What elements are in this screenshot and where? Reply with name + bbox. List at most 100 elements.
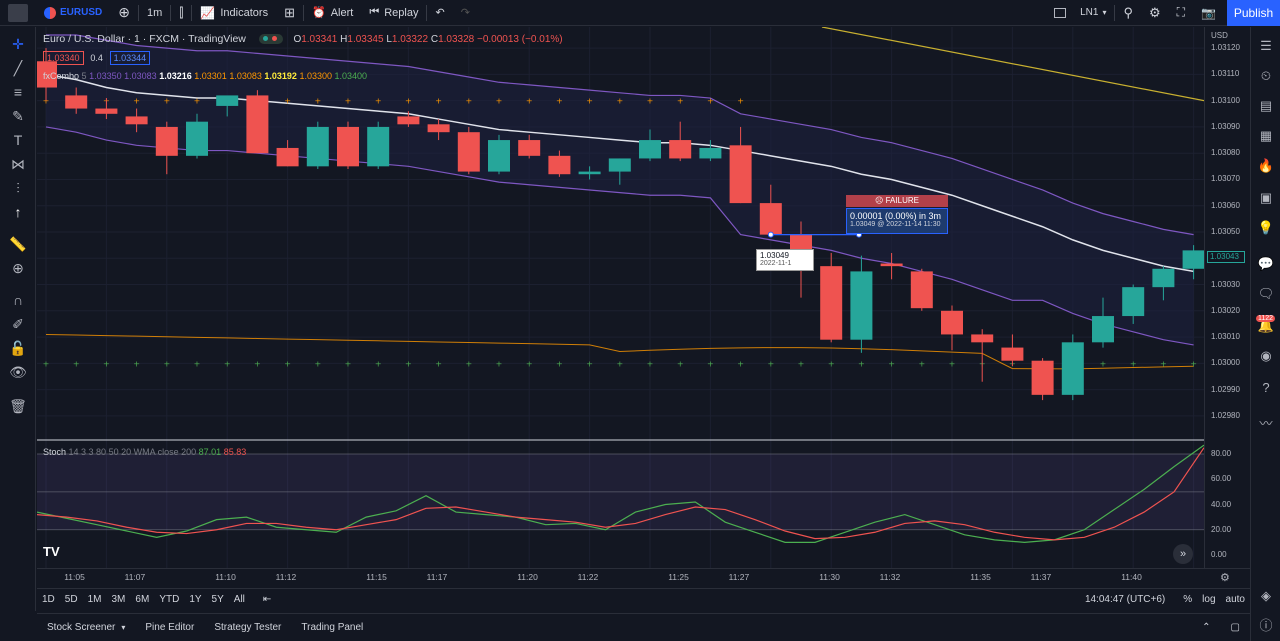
lock-icon[interactable]: 🔓 [9,340,27,356]
text-icon[interactable]: T [13,132,23,148]
auto-toggle[interactable]: auto [1225,594,1245,605]
candle-body [669,140,692,159]
help-circle-icon[interactable]: ⓘ [1259,618,1273,633]
price-axis[interactable]: USD 1.03120 1.03110 1.03100 1.03090 1.03080 1… [1204,27,1250,568]
tab-stock-screener[interactable]: Stock Screener ▾ [37,622,135,633]
chart-pane[interactable]: + + + + + + + + + + + + + + + + + + + + + + + + + + + + + + + + + + + + + + + +… [37,27,1204,568]
buy-button[interactable]: 1.03344 [109,51,151,65]
camera-icon: 📷 [1201,5,1216,20]
brush-icon[interactable]: ✎ [12,108,24,124]
support-marker: + [496,359,503,368]
gear-icon: ⚙ [1148,4,1161,20]
tradingview-logo: TV [43,544,60,559]
watchlist-icon[interactable]: ☰ [1260,38,1272,53]
support-marker: + [194,359,201,368]
chat-icon[interactable]: 💬 [1257,256,1275,271]
range-3m[interactable]: 3M [111,594,126,605]
fullscreen-button[interactable]: ⛶ [1169,0,1193,26]
candle-body [941,310,963,335]
start-point-box[interactable]: 1.03049 2022-11-1 [756,249,814,271]
tab-pine-editor[interactable]: Pine Editor [135,622,204,633]
indicator-legend[interactable]: fxCombo 5 1.03350 1.03083 1.03216 1.0330… [43,71,367,81]
pattern-icon[interactable]: ⋈ [11,156,25,172]
news-icon[interactable]: ▤ [1259,98,1273,113]
compare-button[interactable]: ⊕ [110,0,138,26]
broadcast-icon[interactable]: ◉ [1260,348,1272,363]
alert-button[interactable]: ⏰ Alert [304,0,361,26]
log-toggle[interactable]: log [1202,594,1216,605]
redo-button[interactable]: ↷ [453,0,478,26]
quick-search-button[interactable]: ⚲ [1115,0,1141,26]
interval-button[interactable]: 1m [139,0,170,26]
failure-label[interactable]: ☹ FAILURE [846,195,948,207]
crosshair-icon[interactable]: ✛ [12,36,24,52]
currency-label[interactable]: USD [1211,31,1228,40]
fib-icon[interactable]: ≡ [13,84,23,100]
ideas-bulb-icon[interactable]: 💡 [1257,220,1275,235]
support-marker: + [586,359,593,368]
ruler-icon[interactable]: 📏 [9,236,27,252]
low-value: 1.03322 [391,34,429,45]
range-1y[interactable]: 1Y [189,594,202,605]
measure-box[interactable]: 0.00001 (0.00%) in 3m 1.03049 @ 2022-11-… [846,208,948,234]
range-1d[interactable]: 1D [42,594,55,605]
help-icon[interactable]: ? [1262,380,1270,395]
fullscreen-icon: ⛶ [1176,5,1186,19]
range-5y[interactable]: 5Y [211,594,224,605]
clock-label[interactable]: 14:04:47 (UTC+6) [1084,594,1166,605]
tab-trading-panel[interactable]: Trading Panel [291,622,373,633]
settings-button[interactable]: ⚙ [1141,0,1169,26]
symbol-search-button[interactable]: EURUSD [36,0,110,26]
candle-body [971,334,994,343]
resistance-marker: + [677,97,684,106]
maximize-panel-button[interactable]: ▢ [1221,622,1250,633]
calendar-icon[interactable]: ▦ [1259,128,1273,143]
snapshot-button[interactable]: 📷 [1193,0,1224,26]
support-marker: + [284,359,291,368]
avatar[interactable] [8,3,28,22]
replay-button[interactable]: ⏮ Replay [361,0,426,26]
price-chart[interactable]: + + + + + + + + + + + + + + + + + + + + + + + + + + + + + + + + + + + + + + + +… [37,27,1204,568]
calendar-grid-icon[interactable]: ▣ [1259,190,1273,205]
zoom-icon[interactable]: ⊕ [12,260,24,276]
templates-button[interactable]: ⊞ [276,0,303,26]
time-tick-label: 11:17 [426,572,448,582]
range-1m[interactable]: 1M [87,594,102,605]
trash-icon[interactable]: 🗑 [9,398,27,414]
alerts-clock-icon[interactable]: ⏲ [1260,68,1272,83]
expand-panel-button[interactable]: ⌃ [1192,622,1220,633]
price-tick-label: 1.03010 [1211,332,1240,342]
prediction-icon[interactable]: ⫶ [16,180,20,196]
range-5d[interactable]: 5D [64,594,78,605]
trend-line-icon[interactable]: ╱ [13,60,23,76]
time-axis[interactable]: 11:05 11:07 11:10 11:12 11:15 11:17 11:20 11:22… [37,568,1250,586]
hotlist-icon[interactable]: 🔥 [1257,158,1275,173]
scroll-right-button[interactable]: » [1173,544,1193,564]
market-status[interactable] [258,34,283,45]
layout-button[interactable]: LN1 ▾ [1046,0,1114,26]
layers-icon[interactable]: ◈ [1261,588,1271,603]
axis-settings-icon[interactable]: ⚙ [1220,572,1230,584]
range-ytd[interactable]: YTD [159,594,180,605]
percent-toggle[interactable]: % [1183,594,1193,605]
stoch-params: 14 3 3 80 50 20 WMA close 200 [68,447,197,457]
chart-type-button[interactable]: ⫿ [171,0,191,26]
goto-date-icon[interactable]: ⇤ [262,594,272,605]
eye-icon[interactable]: 👁 [9,364,27,380]
undo-button[interactable]: ↶ [427,0,452,26]
signal-icon[interactable]: 〰 [1259,416,1273,431]
candle-body [850,271,873,340]
sell-button[interactable]: 1.03340 [43,51,84,65]
indicators-button[interactable]: 📈 Indicators [192,0,276,26]
arrow-up-icon[interactable]: ↑ [14,204,22,220]
chat-group-icon[interactable]: 🗨 [1257,286,1275,301]
stoch-legend[interactable]: Stoch 14 3 3 80 50 20 WMA close 200 87.0… [43,447,246,457]
publish-button[interactable]: Publish [1227,0,1280,26]
tab-strategy-tester[interactable]: Strategy Tester [204,622,291,633]
range-all[interactable]: All [233,594,245,605]
menu-avatar[interactable] [0,0,36,26]
resistance-marker: + [284,97,291,106]
lock-pen-icon[interactable]: ✐ [12,316,24,332]
range-6m[interactable]: 6M [135,594,150,605]
magnet-icon[interactable]: ∩ [12,292,24,308]
